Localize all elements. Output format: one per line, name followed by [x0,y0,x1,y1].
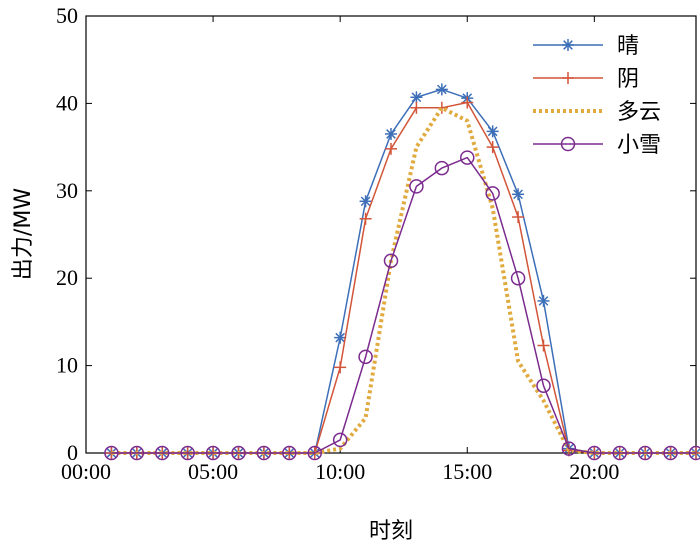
legend-label: 阴 [617,67,639,92]
data-point [231,445,246,461]
x-tick-label: 05:00 [188,459,238,484]
x-tick-label: 15:00 [442,459,492,484]
series-3 [111,105,696,455]
data-point [637,445,653,461]
data-point [536,378,551,393]
legend-marker [562,72,574,84]
series-4 [104,150,700,461]
data-point [334,331,347,344]
marker-stroke [513,189,523,200]
legend-entry: 阴 [533,67,639,92]
data-point [537,294,550,307]
data-point [129,445,145,461]
marker-stroke [411,92,422,103]
data-point [688,445,700,461]
data-point [461,96,474,109]
data-point [256,445,272,461]
marker-stroke [563,40,573,50]
marker-stroke [386,129,396,139]
legend-entry: 小雪 [533,133,661,158]
data-point [587,445,602,461]
marker-stroke [487,126,498,137]
y-axis-label: 出力/MW [11,188,36,280]
x-tick-label: 10:00 [315,459,365,484]
data-point [460,150,475,165]
data-point [410,91,423,104]
series-line [111,105,696,455]
legend-marker [562,39,574,51]
y-tick-label: 10 [56,353,78,378]
series-line [111,88,696,454]
data-point [282,445,297,461]
data-point [358,349,373,365]
series-2 [105,96,700,459]
y-tick-label: 40 [56,90,78,115]
y-tick-label: 20 [56,265,78,290]
data-point [155,445,170,461]
data-point [561,441,577,456]
legend-label: 晴 [617,34,639,59]
data-point [385,142,397,155]
legend-entry: 多云 [533,100,661,125]
data-point [180,445,195,461]
plot-frame [85,15,697,454]
marker-stroke [436,84,447,95]
legend-marker [560,136,576,152]
series-1 [105,83,700,459]
legend-label: 小雪 [617,133,661,158]
data-point [104,445,119,461]
data-point [332,432,348,448]
legend-label: 多云 [617,100,661,125]
data-point [512,188,525,201]
series-line [111,156,696,454]
data-point [512,211,525,224]
data-point [435,83,448,96]
legend-entry: 晴 [533,34,639,59]
marker-stroke [335,332,346,343]
data-point [485,186,500,201]
series-layer [104,83,700,461]
data-point [205,445,221,461]
data-point [334,361,347,374]
x-tick-label: 00:00 [61,459,111,484]
y-tick-label: 50 [56,3,78,28]
data-point [307,445,322,461]
y-tick-label: 0 [67,440,78,465]
data-point [359,212,372,225]
data-point [612,445,627,461]
marker-stroke [360,196,371,207]
data-point [486,125,499,138]
data-point [383,253,399,268]
data-point [409,179,424,194]
data-point [510,270,526,286]
y-tick-label: 30 [56,178,78,203]
data-point [537,339,550,352]
x-tick-label: 20:00 [569,459,619,484]
marker-stroke [538,296,549,306]
data-point [434,160,450,176]
data-point [486,141,499,154]
data-point [410,101,423,114]
data-point [385,127,397,140]
data-point [663,445,678,461]
axis-ticks: 00:00 05:00 10:00 15:00 20:00 0 10 20 30 40 50 [56,3,696,484]
series-line [111,101,696,454]
data-point [359,195,372,208]
x-axis-label: 时刻 [369,519,413,544]
